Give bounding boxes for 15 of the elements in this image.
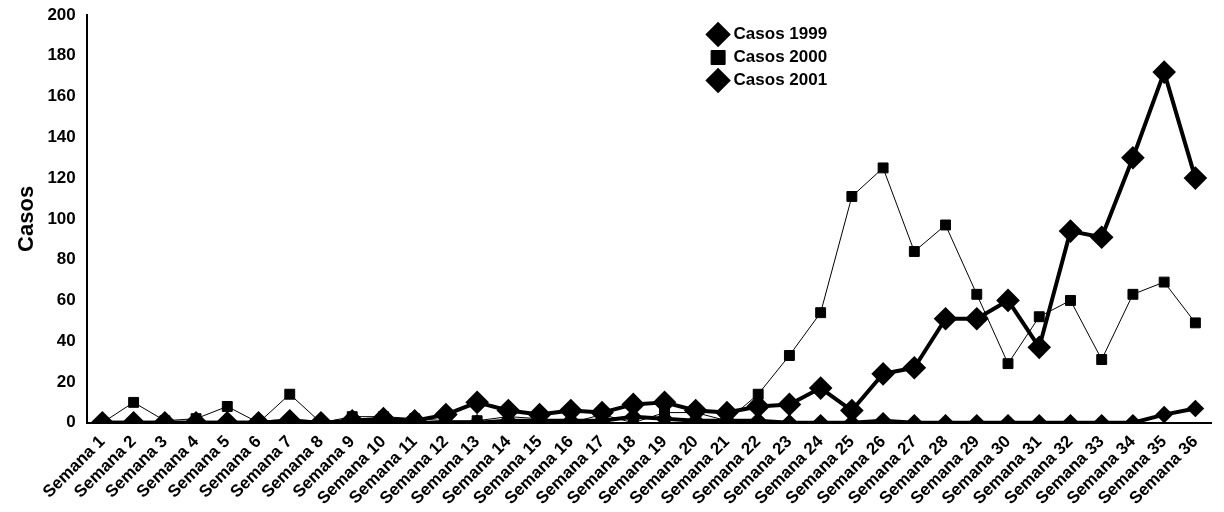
y-tick-label: 80: [56, 249, 76, 269]
legend-label: Casos 1999: [733, 24, 828, 44]
y-tick-label: 20: [56, 371, 76, 391]
y-tick-label: 200: [47, 4, 76, 24]
y-tick-label: 0: [66, 412, 76, 432]
y-tick-label: 60: [56, 290, 76, 310]
y-tick-label: 140: [47, 127, 76, 147]
y-tick-label: 180: [47, 45, 76, 65]
y-tick-label: 40: [56, 330, 76, 350]
legend-label: Casos 2001: [733, 70, 828, 90]
y-axis-title: Casos: [13, 185, 39, 252]
y-tick-label: 160: [47, 86, 76, 106]
y-tick-label: 120: [47, 167, 76, 187]
legend-label: Casos 2000: [733, 47, 828, 67]
y-tick-label: 100: [47, 208, 76, 228]
